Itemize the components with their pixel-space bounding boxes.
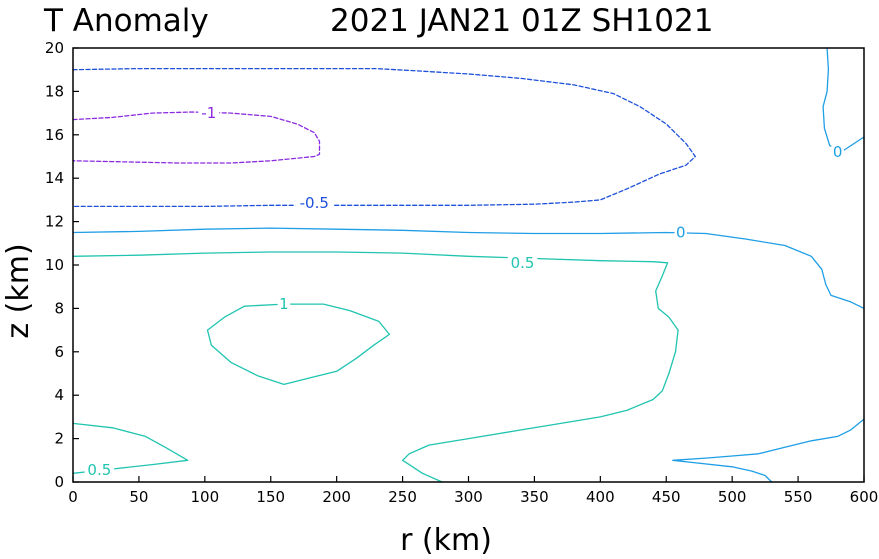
contour-line bbox=[672, 418, 865, 483]
y-axis-title: z (km) bbox=[1, 243, 36, 338]
contour-line bbox=[72, 67, 696, 208]
x-tick-label: 100 bbox=[191, 488, 220, 506]
x-tick-label: 500 bbox=[718, 488, 747, 506]
x-tick-label: 400 bbox=[586, 488, 615, 506]
y-axis: 0 2 4 6 8 10 12 14 16 18 20 bbox=[45, 39, 79, 491]
x-axis: 0 50 100 150 200 250 300 350 400 450 500 550 600 bbox=[68, 476, 878, 506]
x-tick-label: 350 bbox=[520, 488, 549, 506]
contour-line bbox=[72, 111, 321, 164]
x-tick-label: 150 bbox=[256, 488, 285, 506]
contour-label: 0.5 bbox=[87, 461, 111, 479]
x-tick-label: 50 bbox=[129, 488, 148, 506]
contour-label-background bbox=[674, 224, 688, 241]
contour-line bbox=[822, 47, 865, 151]
y-tick-label: 4 bbox=[54, 386, 64, 404]
x-tick-label: 550 bbox=[784, 488, 813, 506]
x-tick-label: 0 bbox=[68, 488, 78, 506]
chart-title: T Anomaly bbox=[43, 3, 209, 39]
x-axis-title: r (km) bbox=[400, 523, 492, 558]
y-tick-label: 12 bbox=[45, 213, 64, 231]
contour-line bbox=[72, 422, 189, 474]
contour-line bbox=[206, 303, 391, 386]
contour-label-background bbox=[84, 462, 115, 479]
contour-label: 0 bbox=[676, 223, 686, 241]
contour-label-background bbox=[295, 195, 334, 212]
contour-label-background bbox=[831, 144, 844, 161]
y-tick-label: 0 bbox=[54, 473, 64, 491]
contour-line bbox=[72, 227, 865, 310]
x-tick-label: 200 bbox=[322, 488, 351, 506]
y-tick-label: 16 bbox=[45, 126, 64, 144]
contour-label: 1 bbox=[279, 295, 289, 313]
y-tick-label: 2 bbox=[54, 430, 64, 448]
contour-line bbox=[72, 251, 679, 483]
y-tick-label: 14 bbox=[45, 169, 64, 187]
contour-label: 0.5 bbox=[511, 254, 535, 272]
contour-label-background bbox=[198, 105, 220, 122]
plot-frame bbox=[72, 47, 865, 483]
y-tick-label: 10 bbox=[45, 256, 64, 274]
x-tick-label: 600 bbox=[850, 488, 879, 506]
y-tick-label: 18 bbox=[45, 82, 64, 100]
contour-label: -0.5 bbox=[300, 194, 329, 212]
x-tick-label: 250 bbox=[388, 488, 417, 506]
x-tick-label: 450 bbox=[652, 488, 681, 506]
y-tick-label: 8 bbox=[54, 299, 64, 317]
contour-lines bbox=[72, 47, 865, 483]
y-tick-label: 6 bbox=[54, 343, 64, 361]
contour-label: 0 bbox=[833, 143, 843, 161]
contour-label-background bbox=[277, 296, 291, 313]
chart-subtitle: 2021 JAN21 01Z SH1021 bbox=[330, 3, 713, 39]
y-tick-label: 20 bbox=[45, 39, 64, 57]
x-tick-label: 300 bbox=[454, 488, 483, 506]
contour-labels: -1 -0.5 0 0 0.5 0.5 1 bbox=[84, 104, 844, 479]
contour-label: -1 bbox=[201, 104, 216, 122]
contour-label-background bbox=[507, 254, 538, 271]
